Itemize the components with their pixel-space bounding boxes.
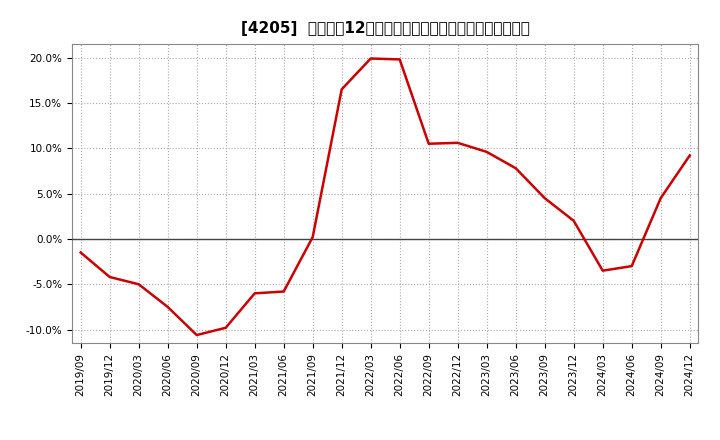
Title: [4205]  売上高の12か月移動合計の対前年同期増減率の推移: [4205] 売上高の12か月移動合計の対前年同期増減率の推移 <box>240 21 530 36</box>
